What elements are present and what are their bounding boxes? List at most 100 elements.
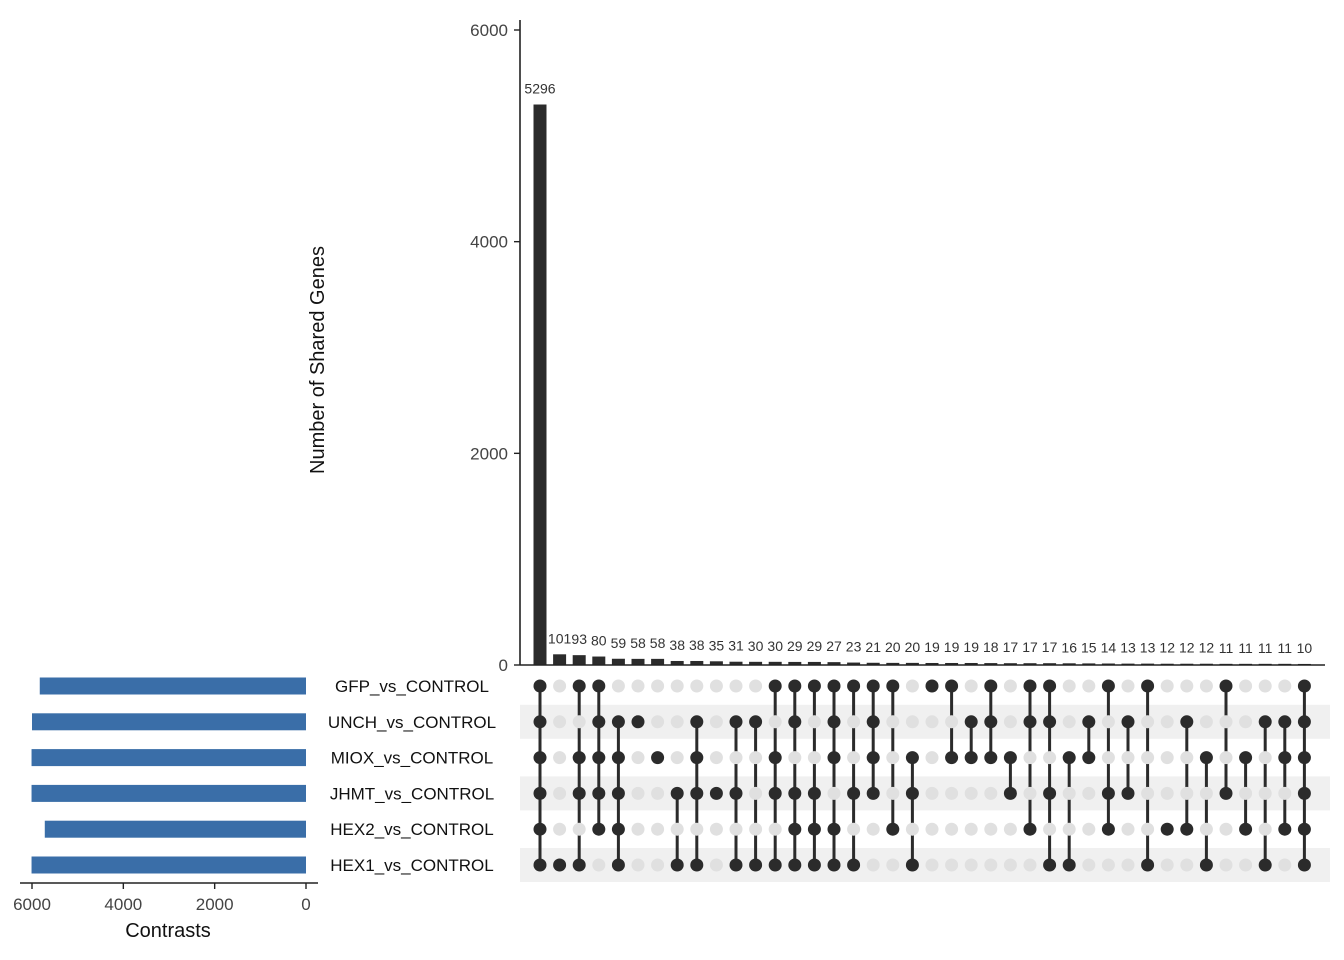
matrix-dot-active xyxy=(827,858,841,872)
matrix-dot-active xyxy=(1239,822,1253,836)
matrix-dot-inactive xyxy=(651,822,665,836)
matrix-dot-inactive xyxy=(1121,858,1135,872)
matrix-dot-active xyxy=(886,822,900,836)
intersection-bar xyxy=(886,662,900,665)
matrix-dot-inactive xyxy=(572,822,586,836)
matrix-dot-active xyxy=(592,715,606,729)
matrix-dot-active xyxy=(827,751,841,765)
y-axis-title: Number of Shared Genes xyxy=(307,246,329,474)
matrix-dot-inactive xyxy=(945,822,959,836)
matrix-dot-active xyxy=(1258,715,1272,729)
matrix-dot-inactive xyxy=(945,858,959,872)
matrix-dot-inactive xyxy=(1219,822,1233,836)
matrix-dot-inactive xyxy=(1180,858,1194,872)
matrix-dot-active xyxy=(1258,858,1272,872)
matrix-dot-inactive xyxy=(1258,786,1272,800)
matrix-dot-active xyxy=(1199,858,1213,872)
intersection-matrix xyxy=(533,679,1311,872)
intersection-bar-label: 17 xyxy=(1042,639,1058,655)
matrix-dot-inactive xyxy=(1003,679,1017,693)
matrix-dot-inactive xyxy=(886,715,900,729)
set-size-bar xyxy=(44,820,306,838)
intersection-bar-label: 19 xyxy=(924,639,940,655)
matrix-dot-active xyxy=(768,679,782,693)
intersection-bar xyxy=(592,656,606,665)
intersection-bar xyxy=(690,660,704,665)
matrix-dot-inactive xyxy=(1180,679,1194,693)
matrix-dot-active xyxy=(807,786,821,800)
matrix-dot-inactive xyxy=(925,715,939,729)
intersection-bar-label: 30 xyxy=(767,638,783,654)
matrix-dot-active xyxy=(1219,679,1233,693)
matrix-dot-inactive xyxy=(984,822,998,836)
matrix-dot-active xyxy=(533,679,547,693)
matrix-dot-active xyxy=(1043,786,1057,800)
matrix-dot-inactive xyxy=(1160,679,1174,693)
matrix-dot-active xyxy=(1003,786,1017,800)
matrix-dot-active xyxy=(847,786,861,800)
matrix-dot-inactive xyxy=(886,858,900,872)
matrix-dot-active xyxy=(905,786,919,800)
matrix-dot-inactive xyxy=(1258,679,1272,693)
matrix-dot-inactive xyxy=(925,751,939,765)
matrix-dot-active xyxy=(1297,715,1311,729)
intersection-bar xyxy=(905,662,919,665)
matrix-dot-active xyxy=(1043,715,1057,729)
matrix-dot-inactive xyxy=(905,822,919,836)
matrix-dot-active xyxy=(729,786,743,800)
matrix-dot-active xyxy=(592,679,606,693)
intersection-bar-label: 93 xyxy=(571,631,587,647)
matrix-dot-inactive xyxy=(749,679,763,693)
matrix-dot-active xyxy=(572,858,586,872)
matrix-dot-inactive xyxy=(1082,786,1096,800)
matrix-dot-active xyxy=(572,751,586,765)
intersection-bar-label: 13 xyxy=(1140,640,1156,656)
matrix-dot-active xyxy=(866,679,880,693)
set-size-tick-label: 2000 xyxy=(196,895,234,914)
intersection-bar-label: 29 xyxy=(807,638,823,654)
matrix-dot-active xyxy=(592,751,606,765)
matrix-dot-active xyxy=(788,858,802,872)
matrix-dot-inactive xyxy=(768,715,782,729)
matrix-dot-active xyxy=(1121,786,1135,800)
matrix-dot-active xyxy=(964,751,978,765)
matrix-dot-inactive xyxy=(1003,715,1017,729)
intersection-bar xyxy=(749,661,763,665)
intersection-bar-label: 31 xyxy=(728,638,744,654)
matrix-dot-inactive xyxy=(1258,822,1272,836)
intersection-bar-label: 16 xyxy=(1061,639,1077,655)
intersection-bar xyxy=(1043,663,1057,665)
matrix-dot-inactive xyxy=(1062,822,1076,836)
matrix-dot-inactive xyxy=(925,786,939,800)
intersection-bar-label: 12 xyxy=(1199,640,1215,656)
matrix-dot-inactive xyxy=(1141,822,1155,836)
matrix-dot-inactive xyxy=(651,679,665,693)
matrix-dot-active xyxy=(945,679,959,693)
matrix-dot-inactive xyxy=(847,751,861,765)
matrix-dot-active xyxy=(690,751,704,765)
matrix-dot-inactive xyxy=(925,858,939,872)
matrix-dot-active xyxy=(1239,751,1253,765)
matrix-dot-inactive xyxy=(690,822,704,836)
matrix-dot-inactive xyxy=(1239,786,1253,800)
intersection-bar-label: 14 xyxy=(1101,640,1117,656)
matrix-dot-inactive xyxy=(945,715,959,729)
matrix-dot-inactive xyxy=(1062,786,1076,800)
intersection-bar xyxy=(709,661,723,665)
intersection-bar-label: 12 xyxy=(1159,640,1175,656)
matrix-dot-inactive xyxy=(1219,751,1233,765)
matrix-dot-active xyxy=(1278,751,1292,765)
matrix-dot-active xyxy=(1043,679,1057,693)
intersection-bar xyxy=(572,655,586,665)
matrix-dot-active xyxy=(749,715,763,729)
intersection-bar-label: 101 xyxy=(548,630,572,646)
matrix-dot-inactive xyxy=(611,679,625,693)
intersection-bar xyxy=(729,661,743,665)
matrix-dot-inactive xyxy=(572,715,586,729)
matrix-dot-inactive xyxy=(866,858,880,872)
matrix-dot-active xyxy=(690,858,704,872)
matrix-dot-inactive xyxy=(1062,679,1076,693)
matrix-dot-inactive xyxy=(984,786,998,800)
matrix-dot-active xyxy=(611,822,625,836)
matrix-dot-active xyxy=(553,858,567,872)
